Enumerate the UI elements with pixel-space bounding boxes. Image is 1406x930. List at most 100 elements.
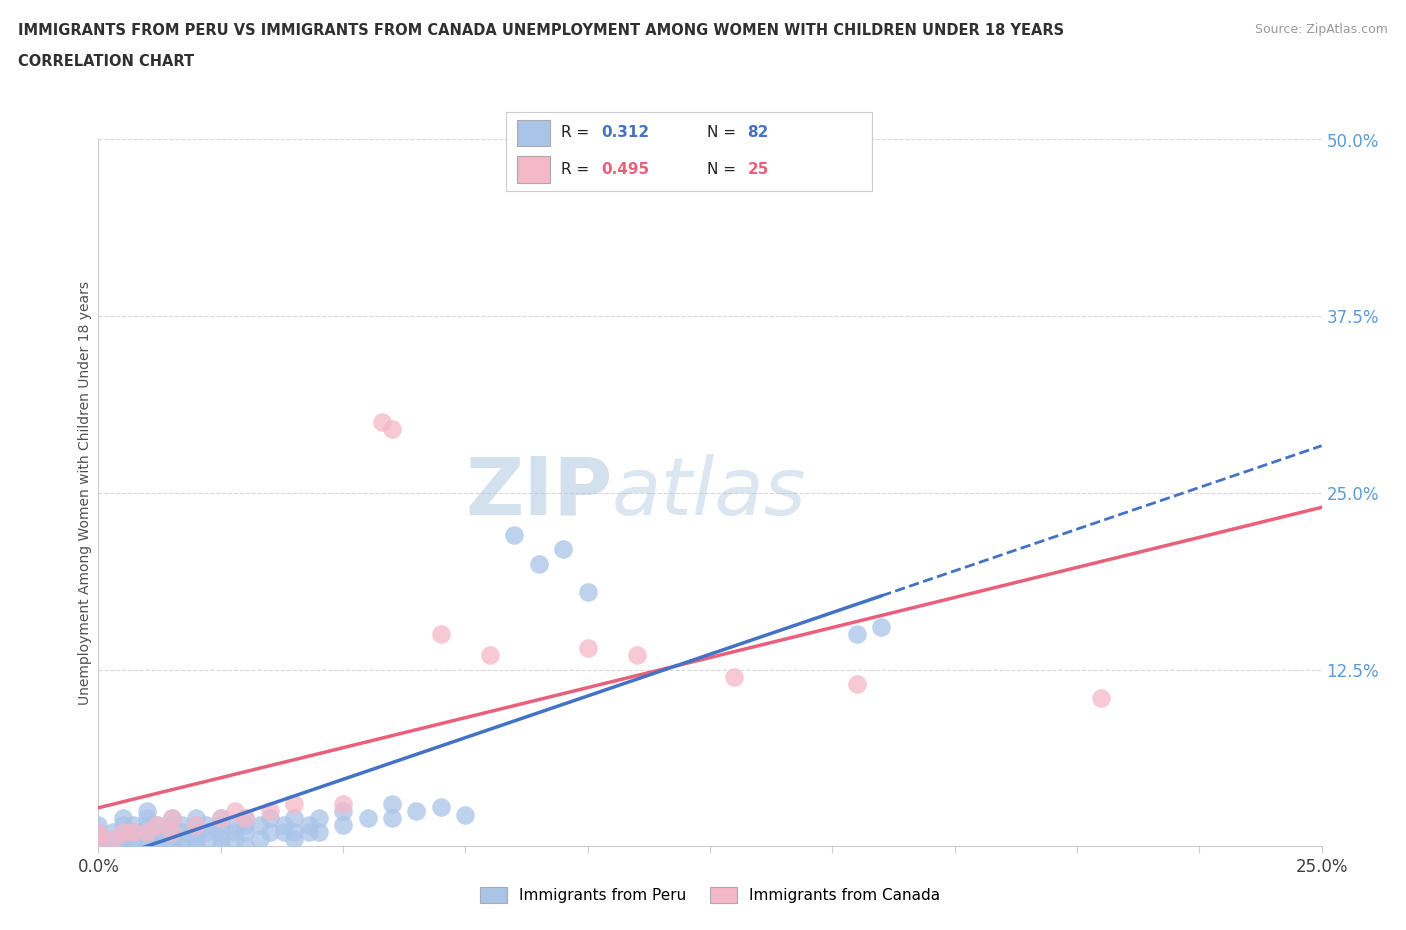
Text: Source: ZipAtlas.com: Source: ZipAtlas.com	[1254, 23, 1388, 36]
Point	[160, 825, 183, 840]
Point	[845, 627, 868, 642]
Point	[233, 811, 256, 826]
Point	[454, 808, 477, 823]
Point	[576, 584, 599, 599]
Point	[870, 619, 893, 634]
Point	[170, 825, 193, 840]
Y-axis label: Unemployment Among Women with Children Under 18 years: Unemployment Among Women with Children U…	[79, 281, 93, 705]
Point	[209, 831, 232, 846]
Point	[111, 825, 134, 840]
Point	[1090, 690, 1112, 705]
Point	[209, 825, 232, 840]
Point	[186, 811, 208, 826]
Point	[160, 825, 183, 840]
Point	[381, 796, 404, 811]
Point	[136, 804, 159, 818]
Legend: Immigrants from Peru, Immigrants from Canada: Immigrants from Peru, Immigrants from Ca…	[474, 881, 946, 910]
Point	[283, 811, 305, 826]
Point	[209, 811, 232, 826]
Point	[160, 811, 183, 826]
Point	[136, 825, 159, 840]
Point	[195, 831, 218, 846]
Point	[111, 811, 134, 826]
Point	[136, 831, 159, 846]
Point	[233, 839, 256, 854]
Point	[136, 839, 159, 854]
Point	[101, 825, 124, 840]
Point	[186, 817, 208, 832]
Text: ZIP: ZIP	[465, 454, 612, 532]
Point	[224, 817, 246, 832]
Point	[101, 831, 124, 846]
Text: R =: R =	[561, 162, 595, 177]
Point	[283, 825, 305, 840]
Point	[146, 825, 169, 840]
Point	[224, 831, 246, 846]
Point	[478, 648, 501, 663]
Point	[111, 825, 134, 840]
Text: 82: 82	[748, 126, 769, 140]
Point	[845, 676, 868, 691]
Point	[121, 825, 143, 840]
Point	[186, 825, 208, 840]
Point	[233, 811, 256, 826]
Point	[626, 648, 648, 663]
Point	[146, 817, 169, 832]
Point	[87, 825, 110, 840]
Point	[87, 831, 110, 846]
Point	[101, 839, 124, 854]
Point	[381, 811, 404, 826]
Point	[87, 831, 110, 846]
Point	[121, 825, 143, 840]
Point	[273, 817, 295, 832]
Point	[233, 817, 256, 832]
Point	[332, 796, 354, 811]
Point	[298, 817, 321, 832]
Text: 25: 25	[748, 162, 769, 177]
Point	[121, 839, 143, 854]
Point	[503, 528, 526, 543]
Point	[723, 670, 745, 684]
Point	[209, 817, 232, 832]
Point	[224, 804, 246, 818]
Point	[160, 817, 183, 832]
Point	[136, 811, 159, 826]
Point	[273, 825, 295, 840]
Point	[308, 825, 330, 840]
Point	[170, 839, 193, 854]
Point	[111, 831, 134, 846]
Point	[195, 817, 218, 832]
Point	[136, 825, 159, 840]
Point	[160, 831, 183, 846]
Point	[224, 825, 246, 840]
Point	[160, 839, 183, 854]
Point	[371, 415, 394, 430]
Point	[405, 804, 427, 818]
Point	[170, 831, 193, 846]
Text: 0.495: 0.495	[602, 162, 650, 177]
Text: IMMIGRANTS FROM PERU VS IMMIGRANTS FROM CANADA UNEMPLOYMENT AMONG WOMEN WITH CHI: IMMIGRANTS FROM PERU VS IMMIGRANTS FROM …	[18, 23, 1064, 38]
Point	[259, 811, 281, 826]
Point	[430, 627, 453, 642]
Point	[249, 831, 271, 846]
Point	[576, 641, 599, 656]
Point	[381, 422, 404, 437]
Point	[186, 817, 208, 832]
Point	[298, 825, 321, 840]
Text: R =: R =	[561, 126, 595, 140]
FancyBboxPatch shape	[517, 156, 550, 182]
Point	[259, 825, 281, 840]
Point	[146, 839, 169, 854]
FancyBboxPatch shape	[517, 120, 550, 146]
Point	[308, 811, 330, 826]
Point	[186, 831, 208, 846]
Text: N =: N =	[707, 126, 741, 140]
Text: 0.312: 0.312	[602, 126, 650, 140]
Text: CORRELATION CHART: CORRELATION CHART	[18, 54, 194, 69]
Point	[121, 831, 143, 846]
Point	[160, 811, 183, 826]
Point	[259, 804, 281, 818]
Point	[283, 796, 305, 811]
Point	[209, 811, 232, 826]
Point	[553, 542, 575, 557]
